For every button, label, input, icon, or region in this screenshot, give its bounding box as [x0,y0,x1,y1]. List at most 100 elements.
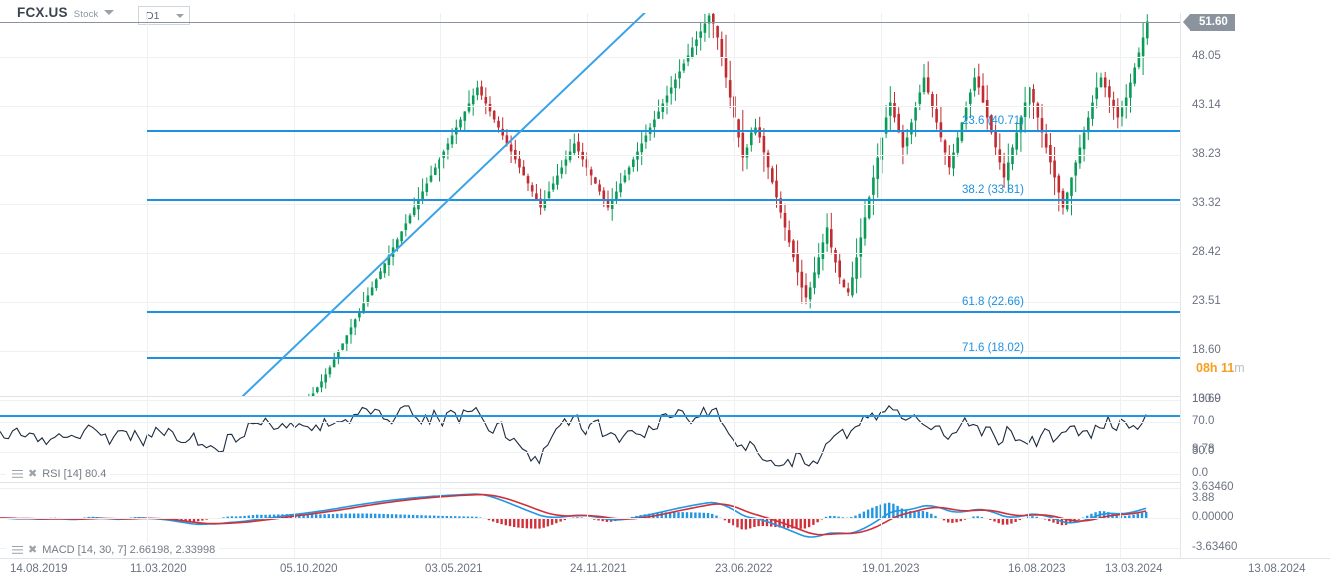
macd-axis: 3.63460 0.00000 -3.63460 [1180,481,1330,558]
price-gridline [0,106,1180,108]
date-axis-tick: 24.11.2021 [570,563,627,575]
time-gridline [881,396,882,482]
date-axis-tick: 05.10.2020 [280,563,338,575]
axis-divider [1180,396,1181,482]
price-axis-tick: 23.51 [1192,295,1221,308]
time-gridline [294,396,295,482]
time-gridline [1120,482,1121,558]
time-gridline [881,482,882,558]
macd-pane[interactable]: 3.63460 0.00000 -3.63460 ✖ MACD [14, 30, 7… [0,481,1330,558]
rsi-gridline [0,400,1180,401]
current-price-line [0,21,1180,23]
time-gridline [1120,396,1121,482]
time-gridline [1028,482,1029,558]
macd-series [0,493,1148,538]
price-axis-tick: 8.78 [1192,442,1215,455]
price-axis-tick: 28.42 [1192,246,1221,259]
rsi-plot-area[interactable] [0,396,1180,482]
rsi-gridline [0,451,1180,453]
date-axis-tick: 19.01.2023 [862,563,920,575]
price-axis[interactable]: 48.05 43.14 38.23 33.32 28.42 23.51 18.60 13.69… [1180,13,1330,504]
price-gridline [0,253,1180,255]
fib-level-label: 61.8 (22.66) [962,295,1025,308]
date-axis-last-tick: 13.08.2024 [1248,563,1306,575]
date-axis-tick: 11.03.2020 [130,563,187,575]
macd-gridline [0,518,1180,519]
date-axis-tick: 16.08.2023 [1008,563,1066,575]
timeframe-selector[interactable]: D1 [138,6,190,25]
price-axis-tick: 43.14 [1192,99,1221,112]
settings-list-icon[interactable] [12,469,23,480]
macd-axis-tick: 3.63460 [1192,481,1234,493]
macd-legend-text: MACD [14, 30, 7] 2.66198, 2.33998 [42,544,216,556]
price-axis-tick: 38.23 [1192,148,1221,161]
date-axis-tick: 13.03.2024 [1105,563,1163,575]
rsi-axis: 100.0 70.0 30.0 0.0 [1180,393,1330,482]
time-gridline [734,482,735,558]
macd-plot-area[interactable] [0,482,1180,558]
time-gridline [147,13,148,396]
time-gridline [294,13,295,396]
price-axis-tick: 3.88 [1192,491,1215,504]
rsi-pane[interactable]: 100.0 70.0 30.0 0.0 ✖ RSI [14] 80.4 [0,393,1330,482]
price-chart-pane[interactable]: 23.6 (40.71) 38.2 (33.81) 61.8 (22.66) 71.6… [0,13,1330,504]
rsi-axis-tick: 100.0 [1192,393,1221,405]
time-gridline [440,482,441,558]
countdown-hours: 08h [1196,361,1218,375]
time-gridline [1028,396,1029,482]
countdown-minute-unit: m [1234,361,1245,375]
price-axis-tick: 33.32 [1192,197,1221,210]
fib-level-line[interactable] [147,199,1180,202]
countdown-minutes: 11 [1221,361,1235,375]
time-gridline [147,482,148,558]
top-toolbar: FCX.US Stock D1 [0,0,1330,30]
time-gridline [734,13,735,396]
price-axis-tick: 13.69 [1192,393,1221,406]
timeframe-label: D1 [146,9,160,22]
rsi-axis-tick: 30.0 [1192,444,1215,457]
price-axis-tick: 48.05 [1192,50,1221,62]
rsi-gridline [0,422,1180,424]
price-gridline [0,302,1180,304]
macd-legend[interactable]: ✖ MACD [14, 30, 7] 2.66198, 2.33998 [6,543,220,557]
fib-level-label: 71.6 (18.02) [962,342,1025,355]
price-axis-tick: 18.60 [1192,344,1221,357]
rsi-legend[interactable]: ✖ RSI [14] 80.4 [6,467,111,481]
rsi-level-line[interactable] [0,414,1180,418]
rsi-line-series [0,405,1147,468]
fib-level-label: 23.6 (40.71) [962,115,1025,128]
time-gridline [147,396,148,482]
macd-axis-tick: 0.00000 [1192,511,1234,523]
fib-level-line[interactable] [147,130,1180,133]
date-axis-tick: 03.05.2021 [425,563,483,575]
time-gridline [1120,13,1121,396]
price-gridline [0,204,1180,206]
macd-gridline [0,548,1180,549]
axis-divider [1180,482,1181,558]
time-gridline [734,396,735,482]
time-gridline [587,13,588,396]
axis-divider [1180,13,1181,396]
current-price-tag[interactable]: 51.60 [1183,13,1235,31]
settings-list-icon[interactable] [12,545,23,556]
price-gridline [0,57,1180,58]
symbol-name: FCX.US [17,5,68,20]
time-gridline [440,396,441,482]
time-gridline [294,482,295,558]
fib-level-line[interactable] [147,310,1180,313]
close-icon[interactable]: ✖ [28,467,38,480]
price-gridline [0,155,1180,157]
date-axis[interactable]: 14.08.2019 11.03.2020 05.10.2020 03.05.2021… [0,558,1330,587]
axis-separator [0,558,1330,559]
rsi-axis-tick: 0.0 [1192,467,1208,479]
time-gridline [1028,13,1029,396]
close-icon[interactable]: ✖ [28,543,38,556]
chevron-down-icon[interactable] [176,13,184,18]
fib-level-line[interactable] [147,357,1180,360]
session-countdown: 08h 11m [1196,361,1245,375]
time-gridline [587,396,588,482]
chevron-down-icon[interactable] [104,10,115,15]
price-plot-area[interactable]: 23.6 (40.71) 38.2 (33.81) 61.8 (22.66) 71.6… [0,13,1180,396]
symbol-selector[interactable]: FCX.US Stock [17,5,115,20]
